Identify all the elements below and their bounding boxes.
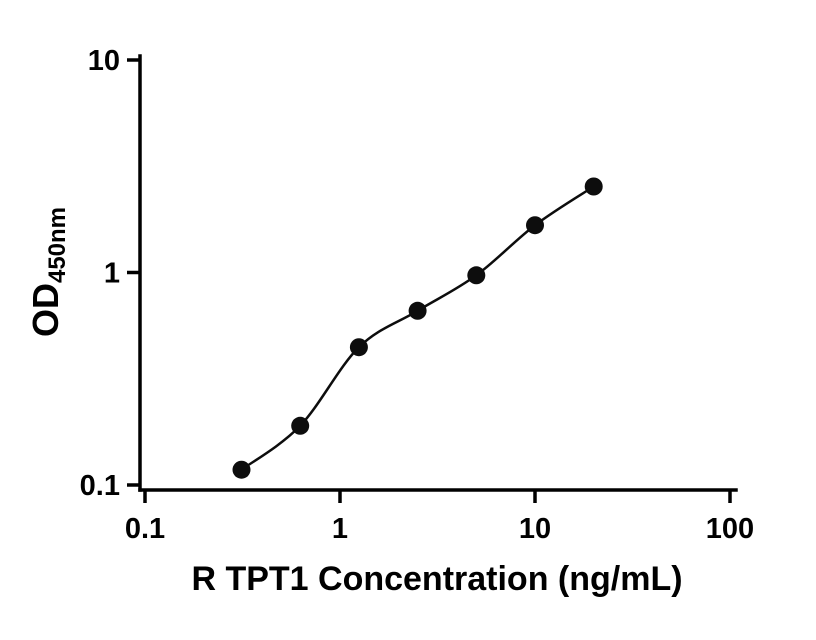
data-layer <box>232 177 603 479</box>
y-axis-title-main: OD <box>25 283 66 337</box>
y-axis-title: OD450nm <box>25 207 71 337</box>
x-tick-label: 1 <box>332 513 348 545</box>
data-point <box>467 266 486 285</box>
data-point <box>291 416 310 435</box>
y-tick-label: 10 <box>88 45 120 77</box>
data-point <box>584 177 603 196</box>
x-tick-label: 0.1 <box>125 513 165 545</box>
data-point <box>349 338 368 357</box>
y-tick-label: 1 <box>104 258 120 290</box>
y-axis-title-sub: 450nm <box>44 207 71 283</box>
data-point <box>232 460 251 479</box>
x-tick-label: 100 <box>706 513 754 545</box>
x-axis-title: R TPT1 Concentration (ng/mL) <box>191 560 682 598</box>
x-tick-label: 10 <box>519 513 551 545</box>
axes-layer: 0.1 1 10 100 0.1 1 10 <box>80 45 755 545</box>
data-point <box>526 216 544 235</box>
data-point <box>408 301 427 320</box>
y-tick-label: 0.1 <box>80 470 120 502</box>
